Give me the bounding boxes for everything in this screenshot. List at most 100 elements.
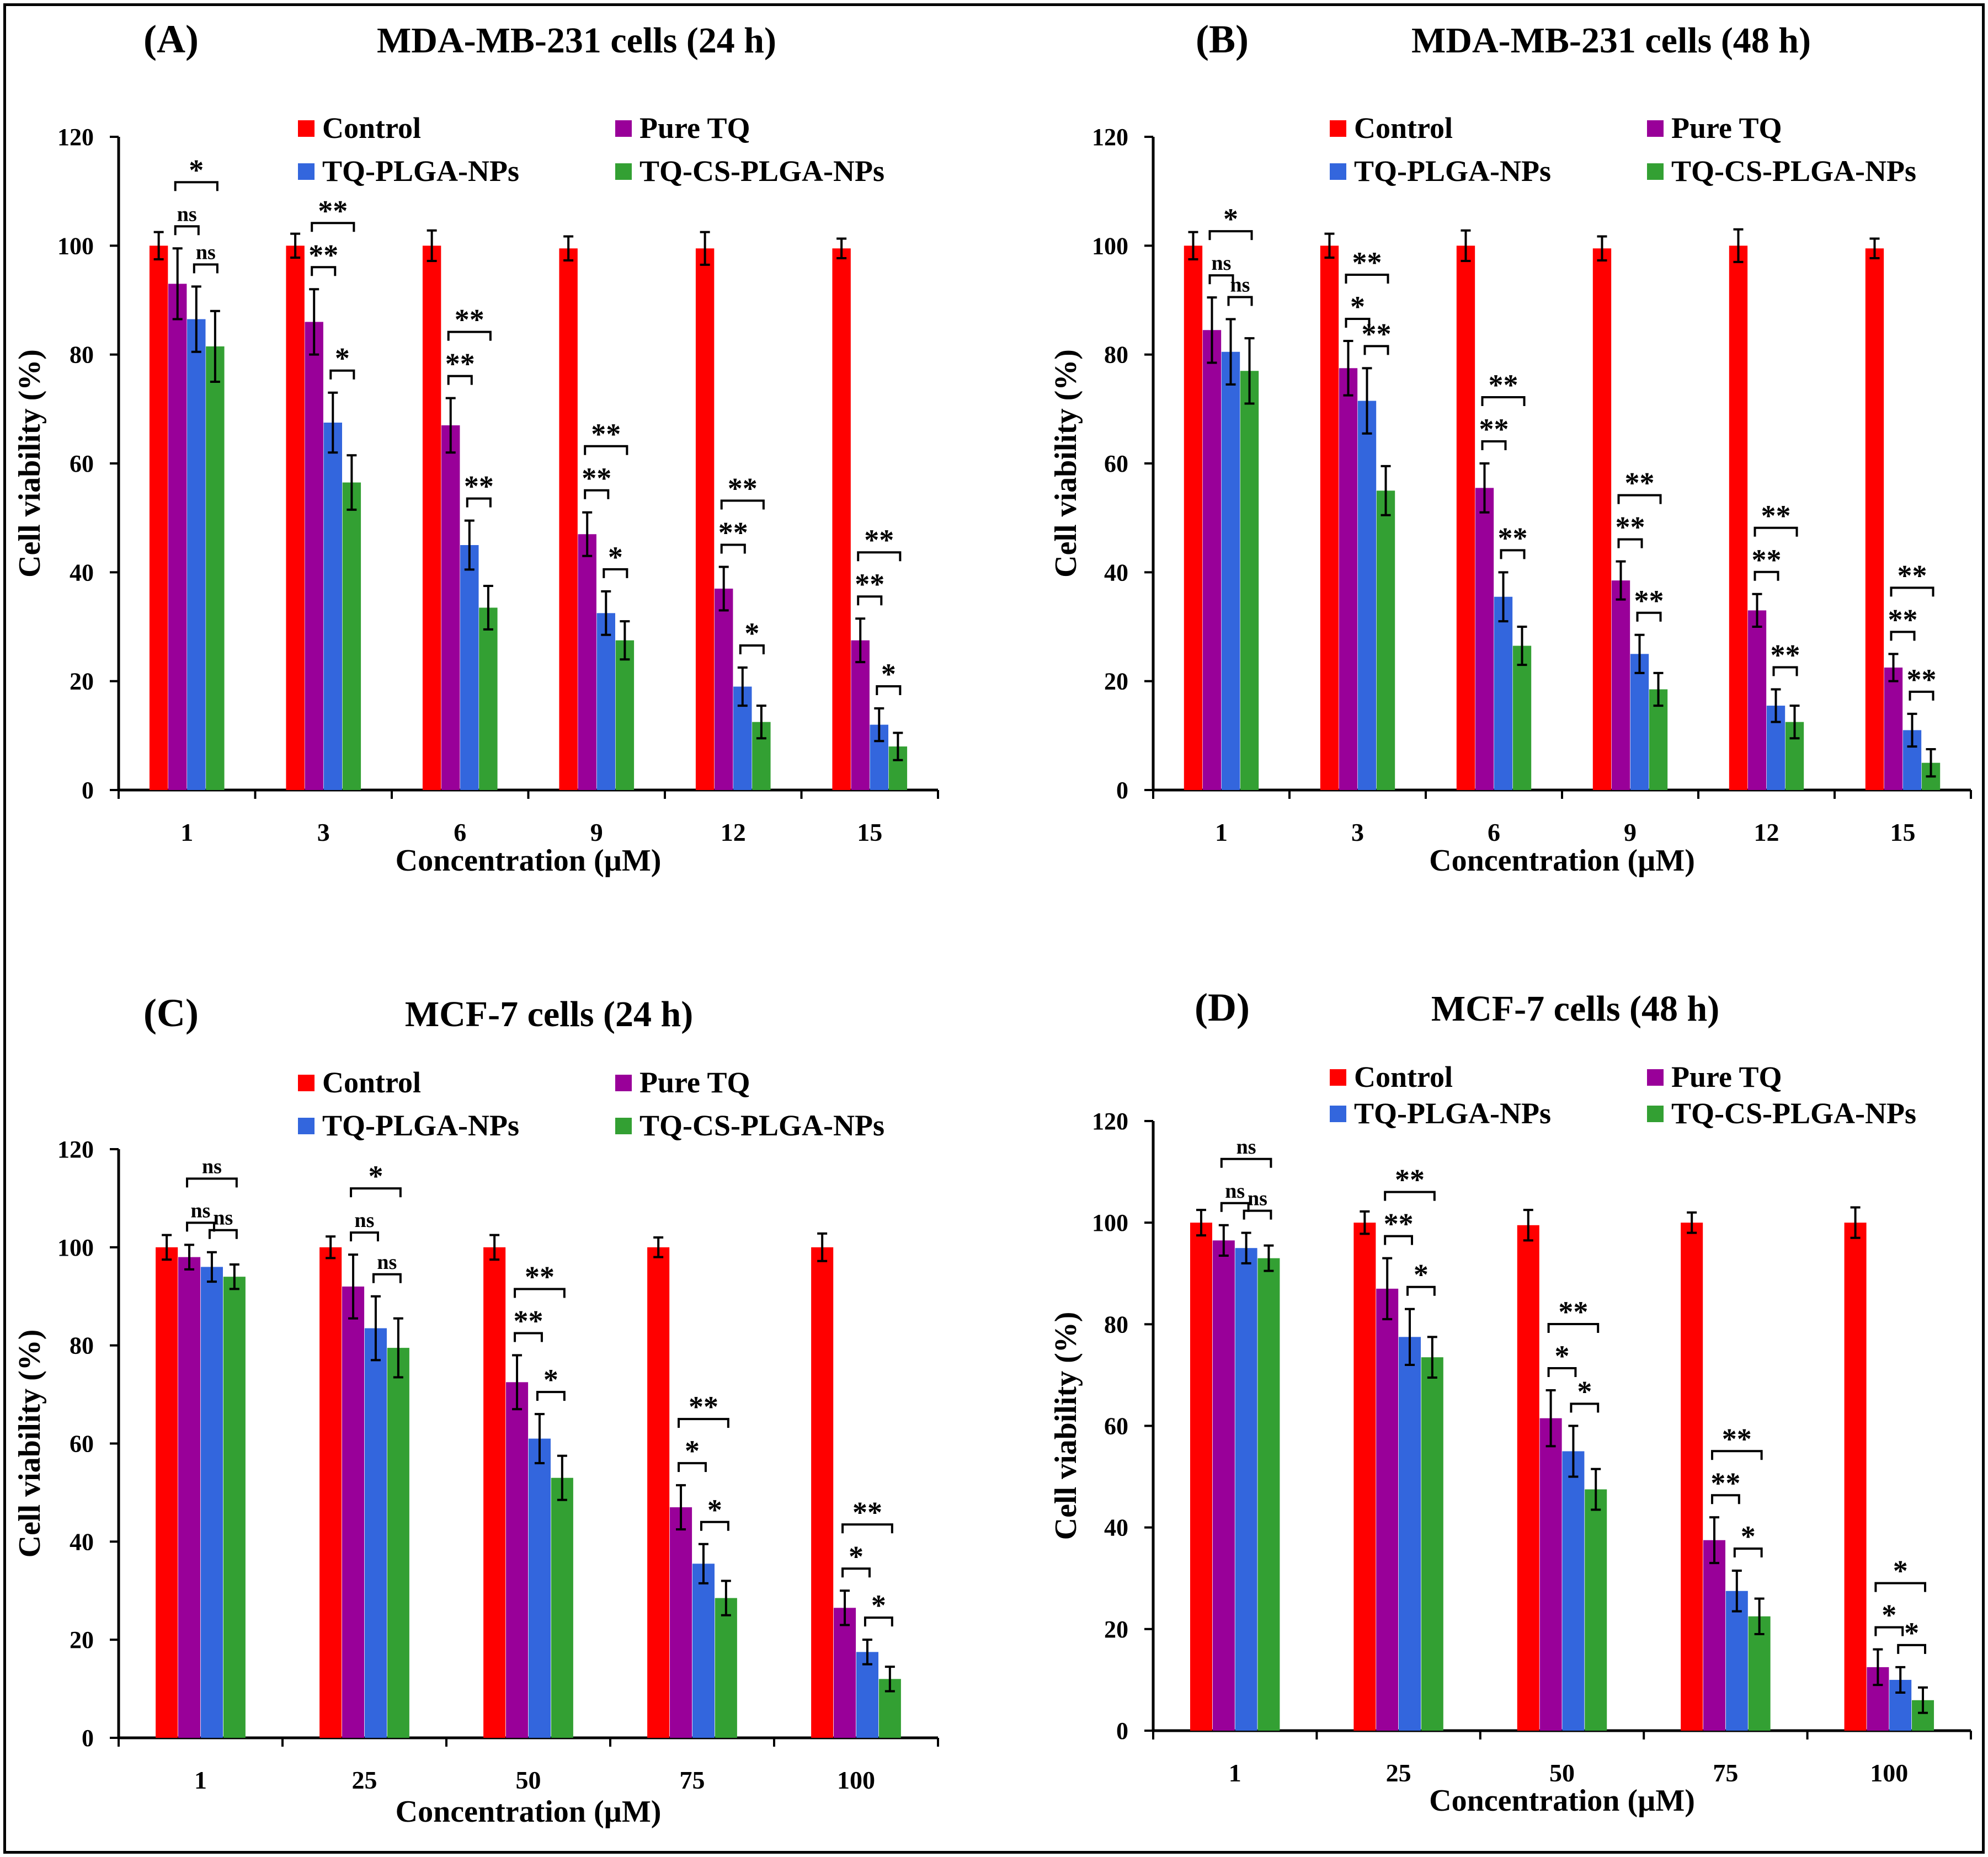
significance-bracket [1754,526,1798,537]
bar-pure-tq [715,588,733,790]
significance-bracket [350,1187,402,1198]
significance-label: ** [1752,543,1782,577]
significance-label: ** [1898,559,1927,592]
bar-control [422,246,441,790]
significance-label: ** [1761,499,1791,532]
legend-label: Control [1354,1060,1453,1093]
significance-bracket [857,595,883,606]
significance-label: * [189,153,204,186]
bar-control [647,1247,670,1738]
bar-pure-tq [1376,1288,1399,1731]
significance-bracket [603,568,628,578]
significance-label: ** [514,1304,543,1337]
significance-bracket [1481,440,1507,450]
y-tick-label: 80 [70,341,94,369]
bar-tq-cs-plga-nps [479,607,498,790]
legend-swatch [1330,163,1346,180]
panel-label: (D) [1195,985,1250,1029]
significance-bracket [700,1520,729,1531]
bar-tq-cs-plga-nps [1512,645,1532,790]
legend-swatch [615,120,632,137]
significance-label: ** [318,194,348,227]
bar-pure-tq [342,1286,365,1738]
bar-control [1320,246,1339,790]
significance-label: ** [1352,246,1382,279]
significance-label: ** [1558,1295,1588,1328]
x-tick-label: 1 [194,1766,207,1794]
y-tick-label: 120 [57,1136,94,1163]
bar-tq-plga-nps [1725,1591,1748,1731]
legend-swatch [615,163,632,180]
significance-bracket [1710,1494,1740,1504]
y-tick-label: 100 [1092,1209,1128,1236]
significance-bracket [193,263,218,274]
significance-label: ** [852,1496,882,1529]
legend-label: TQ-CS-PLGA-NPs [639,154,884,188]
legend-swatch [1647,163,1664,180]
legend-label: Control [322,111,421,145]
bar-pure-tq [670,1507,692,1738]
x-tick-label: 75 [1713,1759,1738,1787]
x-tick-label: 12 [721,818,746,846]
bar-tq-plga-nps [1399,1337,1421,1731]
significance-bracket [1617,538,1643,548]
significance-label: ns [1230,274,1250,297]
bar-tq-plga-nps [528,1438,551,1738]
significance-bracket [1345,274,1389,284]
x-axis-label: Concentration (µM) [1429,1784,1695,1818]
bar-pure-tq [1212,1240,1235,1731]
significance-label: ns [1248,1187,1267,1210]
significance-label: * [1882,1599,1896,1632]
significance-label: * [1223,202,1238,236]
bar-tq-plga-nps [1235,1248,1257,1731]
y-tick-label: 120 [1092,124,1128,151]
panel-d: (D) MCF-7 cells (48 h) 0 20 40 60 80 100 120 1 25 5… [1049,985,1972,1818]
significance-label: ** [1479,413,1509,446]
significance-bracket [1897,1643,1927,1654]
bar-tq-cs-plga-nps [387,1348,409,1738]
significance-label: * [1741,1520,1756,1553]
x-tick-label: 1 [1215,818,1228,846]
x-tick-label: 50 [516,1766,541,1794]
bar-tq-plga-nps [323,423,342,790]
significance-bracket [1227,296,1253,306]
significance-label: ** [1634,584,1664,617]
bar-control [811,1247,834,1738]
bar-tq-cs-plga-nps [1257,1258,1280,1731]
y-tick-label: 0 [1116,777,1128,804]
bar-pure-tq [506,1382,529,1738]
legend-label: TQ-PLGA-NPs [322,1109,519,1142]
legend-label: Control [1354,111,1453,145]
y-axis-label: Cell viability (%) [13,1330,47,1558]
y-tick-label: 60 [70,1431,94,1458]
significance-bracket [1220,1157,1272,1168]
bar-pure-tq [305,322,323,790]
figure-border [3,3,1985,1854]
bar-control [1353,1223,1376,1731]
y-tick-label: 40 [70,559,94,586]
bar-control [1729,246,1748,790]
bar-control [149,246,168,790]
bar-control [1190,1223,1212,1731]
bar-tq-plga-nps [596,613,615,790]
significance-bracket [1345,318,1371,328]
significance-label: * [871,1589,886,1622]
legend-label: TQ-PLGA-NPs [322,154,519,188]
significance-bracket [1636,611,1662,622]
bar-pure-tq [834,1608,856,1738]
significance-bracket [1208,230,1253,241]
legend-swatch [298,1075,315,1091]
bar-control [286,246,305,790]
significance-bracket [584,489,610,499]
chart-title: MDA-MB-231 cells (48 h) [1411,20,1811,61]
bar-pure-tq [1339,368,1358,790]
x-tick-label: 25 [1386,1759,1411,1787]
significance-bracket [1874,1626,1904,1636]
significance-label: ns [191,1199,211,1222]
x-tick-label: 9 [590,818,603,846]
legend-swatch [1330,1069,1346,1086]
bar-control [559,248,578,790]
panel-b: (B) MDA-MB-231 cells (48 h) 0 20 40 60 80 100 12… [1049,17,1972,878]
significance-label: ** [455,303,484,337]
bar-pure-tq [1202,330,1222,790]
